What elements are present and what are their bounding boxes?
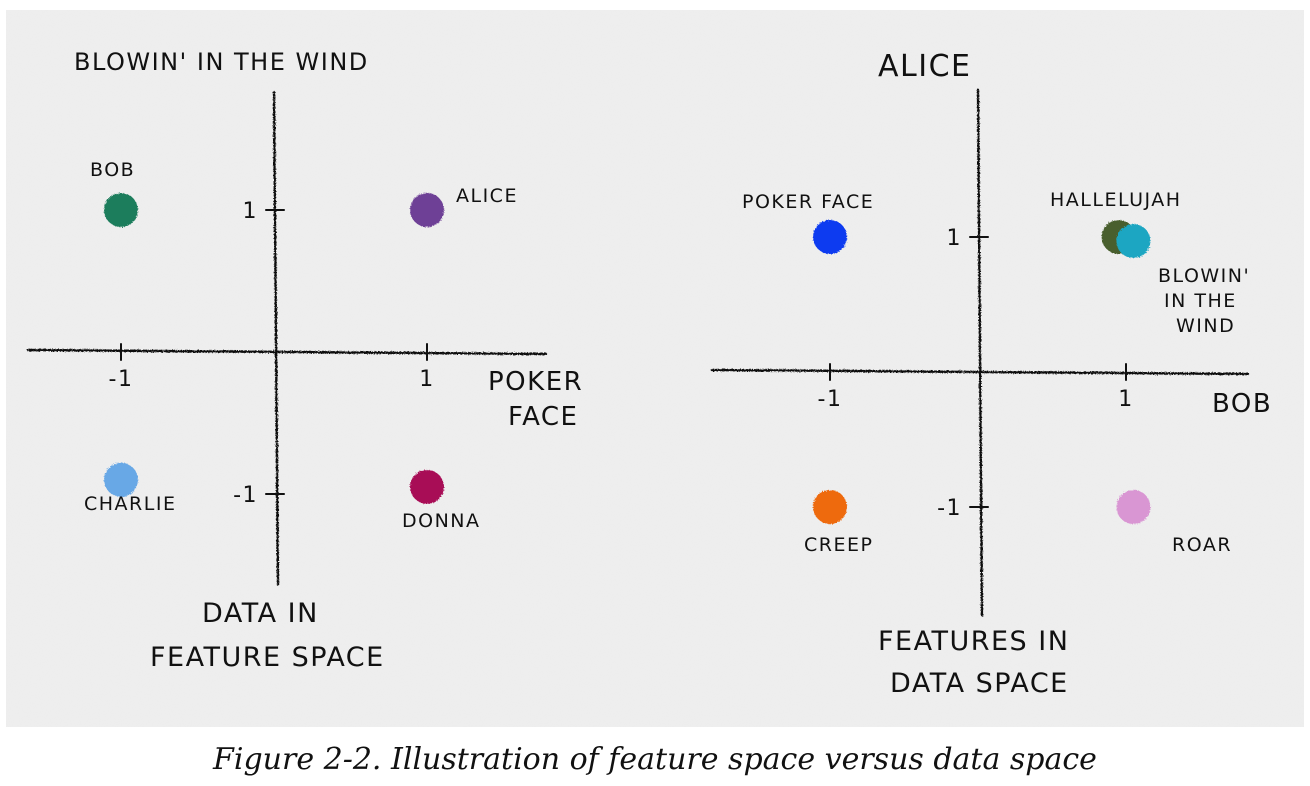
- y-axis-label: BLOWIN' IN THE WIND: [74, 48, 369, 76]
- point-roar: [1116, 490, 1151, 524]
- point-donna: [410, 469, 444, 504]
- figure-panel: BLOWIN' IN THE WIND -1 1 1 -1 BOB ALICE CHARL…: [6, 10, 1304, 727]
- x-axis-label-line-1: POKER: [488, 367, 583, 397]
- x-tick-label: -1: [109, 367, 134, 392]
- x-axis: [26, 348, 548, 356]
- point-label-donna: DONNA: [402, 510, 481, 532]
- chart-features-in-data-space: ALICE -1 1 1 -1 POKER FACE HALLELUJAH BLOWIN'…: [710, 49, 1272, 699]
- point-blowin-in-the-wind: [1116, 224, 1151, 259]
- x-axis-label-line-2: FACE: [508, 402, 578, 432]
- point-label-charlie: CHARLIE: [84, 493, 176, 515]
- point-label-creep: CREEP: [804, 534, 873, 556]
- chart-title-line-1: DATA IN: [202, 598, 319, 629]
- point-label-roar: ROAR: [1172, 534, 1232, 556]
- y-tick-label: -1: [937, 496, 962, 521]
- point-alice: [410, 193, 444, 227]
- y-tick-label: 1: [243, 199, 259, 224]
- chart-title-line-2: DATA SPACE: [890, 668, 1069, 699]
- point-label-blowin-in-the-wind-line-1: BLOWIN': [1158, 265, 1250, 287]
- point-label-blowin-in-the-wind-line-3: WIND: [1176, 315, 1235, 337]
- y-axis-label: ALICE: [878, 49, 972, 84]
- point-poker-face: [813, 220, 847, 254]
- paper-texture: [6, 10, 1304, 727]
- figure-caption: Figure 2-2. Illustration of feature spac…: [213, 742, 1097, 777]
- point-creep: [813, 490, 847, 524]
- point-label-poker-face: POKER FACE: [742, 191, 874, 213]
- point-bob: [104, 193, 138, 227]
- x-tick-label: 1: [419, 367, 435, 392]
- y-tick-label: -1: [233, 483, 258, 508]
- x-tick-label: 1: [1118, 387, 1134, 412]
- point-label-blowin-in-the-wind-line-2: IN THE: [1164, 290, 1237, 312]
- point-label-alice: ALICE: [456, 185, 518, 207]
- chart-title-line-1: FEATURES IN: [878, 626, 1069, 657]
- x-tick-label: -1: [818, 387, 843, 412]
- chart-data-in-feature-space: BLOWIN' IN THE WIND -1 1 1 -1 BOB ALICE CHARL…: [26, 48, 583, 673]
- x-axis: [710, 368, 1250, 376]
- y-tick-label: 1: [947, 226, 963, 251]
- x-axis-label: BOB: [1212, 389, 1272, 419]
- chart-title-line-2: FEATURE SPACE: [150, 642, 385, 673]
- y-axis: [976, 88, 984, 617]
- figure-canvas: BLOWIN' IN THE WIND -1 1 1 -1 BOB ALICE CHARL…: [6, 10, 1304, 727]
- point-charlie: [104, 462, 138, 497]
- y-axis: [272, 90, 280, 587]
- point-label-bob: BOB: [90, 159, 135, 181]
- point-label-hallelujah: HALLELUJAH: [1050, 189, 1182, 211]
